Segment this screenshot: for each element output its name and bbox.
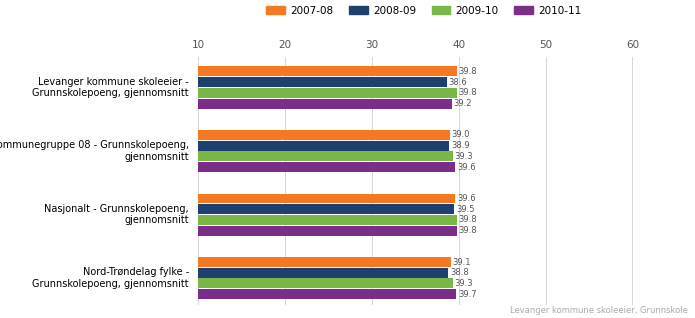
Text: 39.1: 39.1 [452, 258, 471, 266]
Bar [198, 215, 457, 225]
Text: 39.0: 39.0 [452, 130, 471, 140]
Bar [198, 204, 455, 214]
Bar [198, 279, 452, 288]
Text: Levanger kommune skoleeier, Grunnskole: Levanger kommune skoleeier, Grunnskole [510, 306, 688, 315]
Text: 39.3: 39.3 [455, 152, 473, 161]
Bar [198, 226, 457, 236]
Text: 39.8: 39.8 [459, 215, 477, 225]
Bar [198, 99, 452, 108]
Bar [198, 151, 452, 161]
Bar [198, 77, 447, 87]
Bar [198, 130, 450, 140]
Text: 38.8: 38.8 [450, 268, 468, 277]
Bar [198, 141, 449, 151]
Legend: 2007-08, 2008-09, 2009-10, 2010-11: 2007-08, 2008-09, 2009-10, 2010-11 [262, 2, 586, 20]
Text: 38.9: 38.9 [451, 141, 470, 150]
Bar [198, 289, 456, 299]
Text: 39.3: 39.3 [455, 279, 473, 288]
Bar [198, 194, 455, 204]
Bar [198, 66, 457, 76]
Text: 38.6: 38.6 [448, 78, 467, 86]
Bar [198, 257, 451, 267]
Bar [198, 162, 455, 172]
Bar [198, 88, 457, 98]
Text: 39.5: 39.5 [456, 205, 475, 214]
Text: 39.2: 39.2 [454, 99, 472, 108]
Text: 39.6: 39.6 [457, 194, 475, 203]
Text: 39.8: 39.8 [459, 67, 477, 76]
Text: 39.6: 39.6 [457, 162, 475, 172]
Text: 39.8: 39.8 [459, 88, 477, 97]
Text: 39.8: 39.8 [459, 226, 477, 235]
Text: 39.7: 39.7 [458, 290, 477, 299]
Bar [198, 268, 448, 278]
